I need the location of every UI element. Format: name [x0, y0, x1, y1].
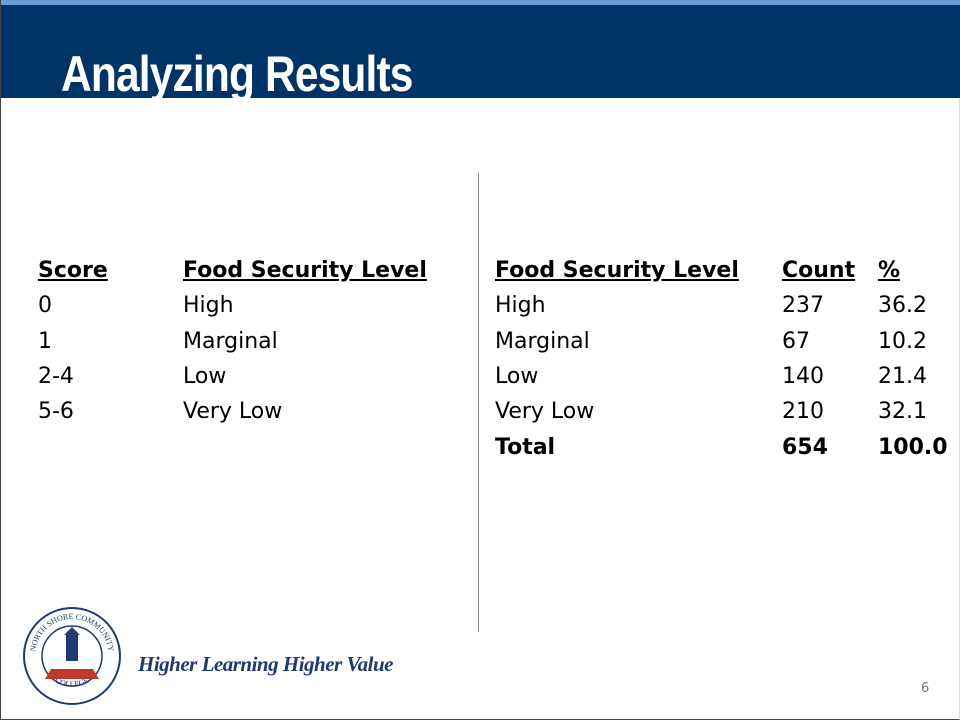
table-cell: 2-4: [38, 363, 74, 389]
table-cell: High: [183, 293, 234, 319]
column-header: Food Security Level: [495, 258, 739, 283]
table-cell: 0: [38, 293, 52, 319]
table-cell: Low: [183, 363, 227, 389]
logo: NORTH SHORE COMMUNITY COLLEGE: [23, 607, 121, 705]
column-header: Count: [782, 258, 856, 283]
table-cell: High: [495, 293, 546, 319]
column-header: Score: [38, 258, 108, 283]
total-cell: Total: [495, 434, 556, 460]
table-cell: 5-6: [38, 399, 74, 425]
table-cell: 140: [782, 363, 824, 389]
total-cell: 100.0: [878, 434, 948, 460]
title: Analyzing Results: [61, 46, 413, 98]
table-cell: Low: [495, 363, 539, 389]
tagline: Higher Learning Higher Value: [138, 652, 393, 676]
table-cell: 210: [782, 399, 824, 425]
table-cell: 237: [782, 293, 824, 319]
table-cell: 10.2: [878, 328, 927, 354]
logo-text-bottom: COLLEGE: [54, 676, 91, 689]
table-cell: Marginal: [183, 328, 278, 354]
table-cell: 32.1: [878, 399, 927, 425]
logo-text: COLLEGE: [54, 676, 91, 689]
page-number: 6: [921, 681, 930, 696]
table-cell: 36.2: [878, 293, 927, 319]
column-header: %: [878, 258, 901, 283]
table-cell: Marginal: [495, 328, 590, 354]
total-cell: 654: [782, 434, 828, 460]
table-cell: Very Low: [183, 399, 283, 425]
header-band: Analyzing Results: [1, 5, 960, 98]
table-cell: 21.4: [878, 363, 927, 389]
divider: [478, 173, 479, 632]
top-line: [1, 0, 960, 5]
table-cell: Very Low: [495, 399, 595, 425]
table-cell: 67: [782, 328, 810, 354]
table-cell: 1: [38, 328, 52, 354]
column-header: Food Security Level: [183, 258, 427, 283]
